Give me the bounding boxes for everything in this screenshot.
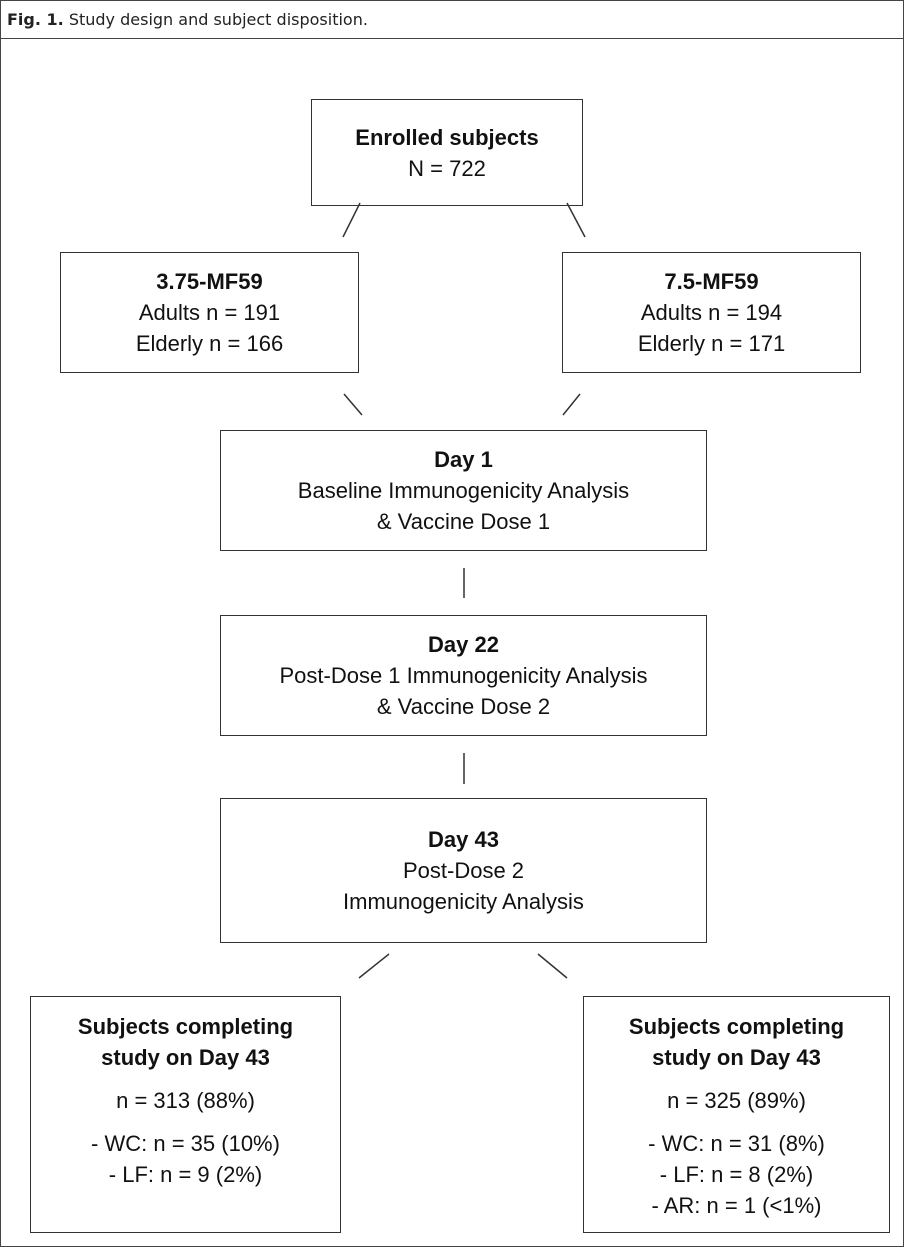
connector [537,953,568,979]
node-box: Enrolled subjects N = 722 [311,99,583,206]
node-title: Day 1 [434,447,493,472]
node-line: & Vaccine Dose 1 [376,509,551,534]
node-box: Subjects completing study on Day 43 n = 32… [583,996,890,1233]
node-title: Subjects completing [77,1014,294,1039]
node-line: Elderly n = 171 [637,331,786,356]
connector [358,953,390,979]
node-title: Day 43 [428,827,499,852]
node-line: n = 313 (88%) [116,1088,255,1113]
node-line: Post-Dose 2 [402,858,525,883]
node-detail: - WC: n = 31 (8%) [648,1131,825,1156]
caption-text: Study design and subject disposition. [68,10,368,29]
node-line: Post-Dose 1 Immunogenicity Analysis [279,663,648,688]
node-title: study on Day 43 [101,1045,270,1070]
node-detail: - LF: n = 9 (2%) [108,1162,263,1187]
node-detail: - AR: n = 1 (<1%) [651,1193,822,1218]
node-line: Baseline Immunogenicity Analysis [297,478,630,503]
node-line: Immunogenicity Analysis [343,889,584,914]
caption: Fig. 1. Study design and subject disposi… [1,1,903,39]
node-box: Day 43 Post-Dose 2 Immunogenicity Analysis [220,798,707,943]
node-box: 7.5-MF59 Adults n = 194 Elderly n = 171 [562,252,861,373]
connector [566,202,586,238]
connector [343,393,363,416]
node-box: 3.75-MF59 Adults n = 191 Elderly n = 166 [60,252,359,373]
node-line: & Vaccine Dose 2 [376,694,551,719]
node-title: Subjects completing [628,1014,845,1039]
node-line: Elderly n = 166 [135,331,284,356]
node-title: Day 22 [428,632,499,657]
node-box: Subjects completing study on Day 43 n = 31… [30,996,341,1233]
node-line: N = 722 [408,155,486,181]
node-title: 7.5-MF59 [664,269,759,294]
node-line: Adults n = 194 [640,300,783,325]
node-line: Adults n = 191 [138,300,281,325]
connector [562,393,581,416]
node-title: 3.75-MF59 [156,269,263,294]
caption-label: Fig. 1. [7,10,64,29]
connector [342,202,361,238]
node-line: n = 325 (89%) [667,1088,806,1113]
node-title: Enrolled subjects [355,124,539,150]
node-detail: - LF: n = 8 (2%) [659,1162,814,1187]
node-box: Day 1 Baseline Immunogenicity Analysis & V… [220,430,707,551]
node-title: study on Day 43 [652,1045,821,1070]
node-box: Day 22 Post-Dose 1 Immunogenicity Analysi… [220,615,707,736]
node-detail: - WC: n = 35 (10%) [91,1131,280,1156]
